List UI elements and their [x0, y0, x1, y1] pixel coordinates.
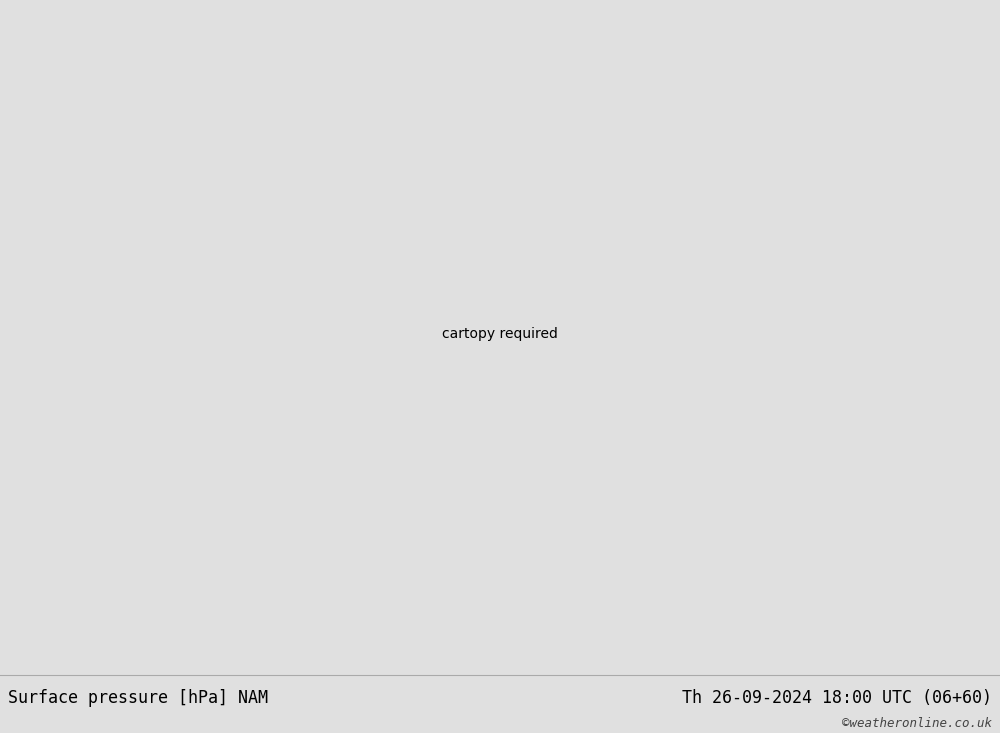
Text: cartopy required: cartopy required: [442, 327, 558, 342]
Text: Th 26-09-2024 18:00 UTC (06+60): Th 26-09-2024 18:00 UTC (06+60): [682, 689, 992, 707]
Text: ©weatheronline.co.uk: ©weatheronline.co.uk: [842, 718, 992, 731]
Text: Surface pressure [hPa] NAM: Surface pressure [hPa] NAM: [8, 689, 268, 707]
